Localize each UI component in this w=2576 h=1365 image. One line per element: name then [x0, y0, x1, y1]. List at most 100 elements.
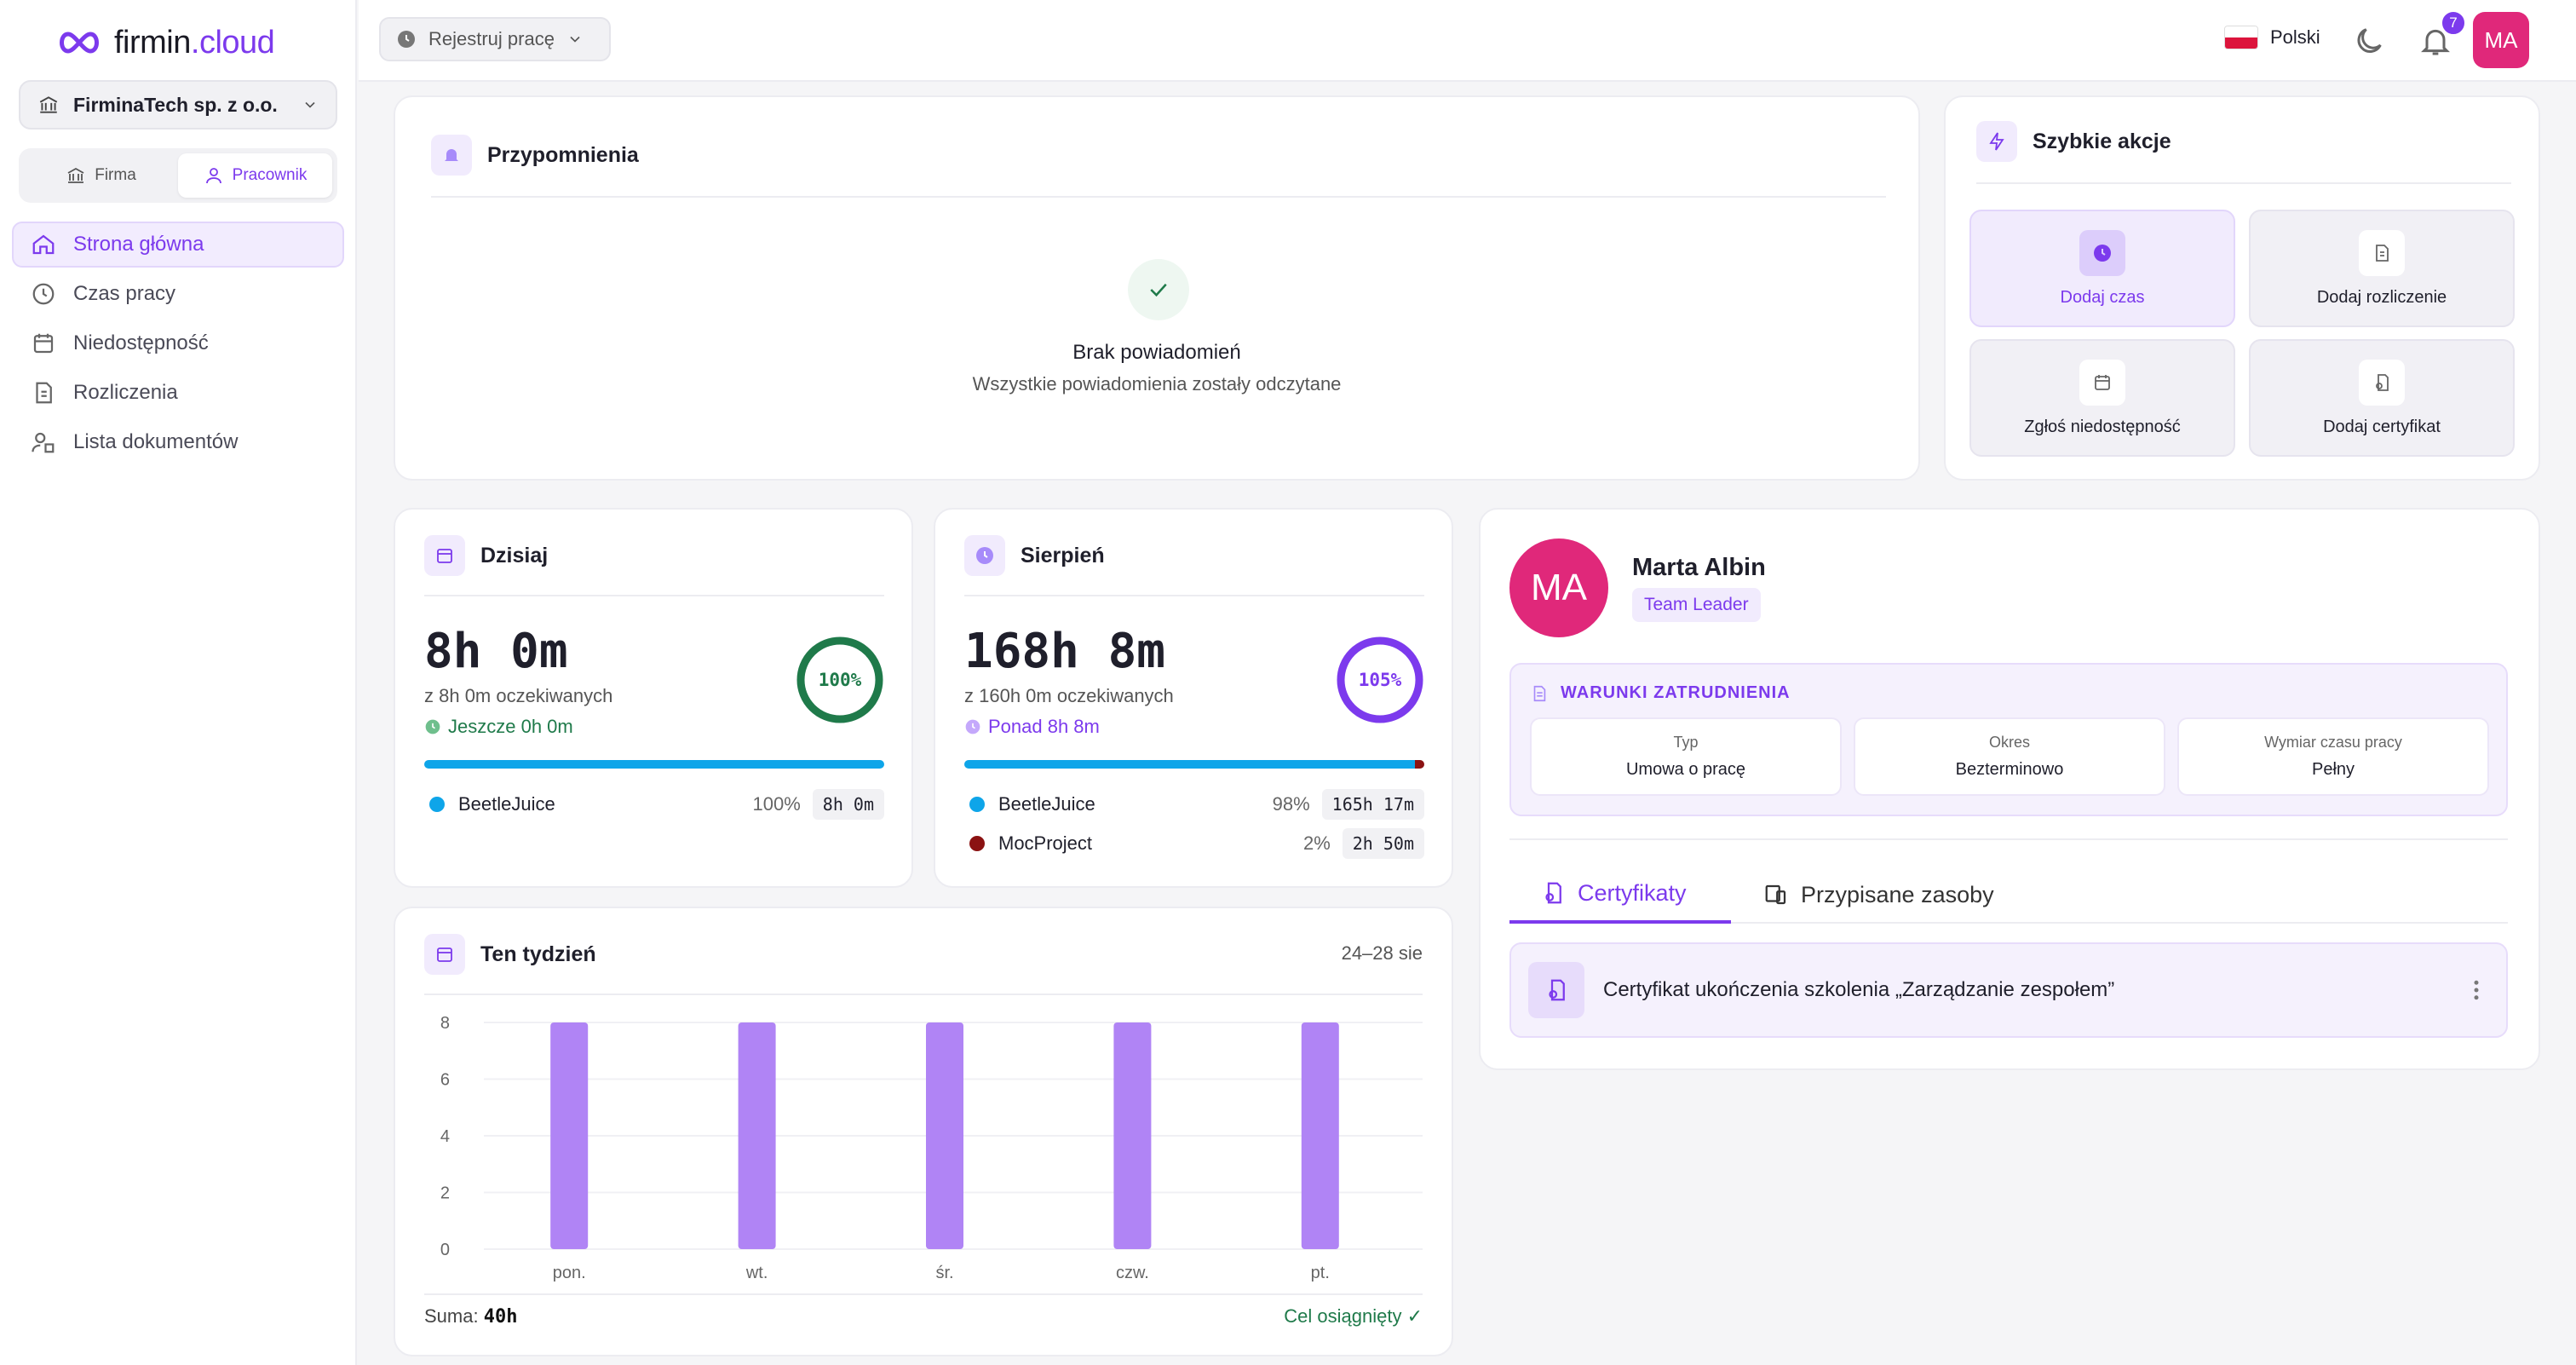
employment-label: Wymiar czasu pracy [2264, 734, 2402, 751]
progress-segment [424, 760, 884, 769]
company-name: FirminaTech sp. z o.o. [73, 93, 278, 116]
bar[interactable] [926, 1022, 963, 1249]
quick-action-label: Dodaj czas [2060, 287, 2145, 307]
nav-item-documents[interactable]: Lista dokumentów [12, 419, 344, 465]
y-tick-label: 2 [440, 1184, 450, 1203]
invoice-icon [36, 382, 52, 404]
nav-label: Czas pracy [73, 282, 176, 305]
nav-item-work-time[interactable]: Czas pracy [12, 271, 344, 317]
employment-terms: WARUNKI ZATRUDNIENIA Typ Umowa o pracę O… [1509, 663, 2508, 816]
nav-item-settlements[interactable]: Rozliczenia [12, 370, 344, 416]
week-title: Ten tydzień [480, 942, 596, 966]
reminders-title: Przypomnienia [487, 142, 639, 167]
tab-label: Certyfikaty [1578, 879, 1687, 906]
clock-icon [976, 547, 993, 564]
role-label: Pracownik [232, 166, 308, 184]
today-progress-ring [796, 636, 883, 723]
month-expected: z 160h 0m oczekiwanych [964, 685, 1174, 706]
month-delta: Ponad 8h 8m [988, 716, 1100, 737]
employment-type: Typ Umowa o pracę [1530, 717, 1842, 796]
nav-item-unavailability[interactable]: Niedostępność [12, 320, 344, 366]
goal-status: Cel osiągnięty ✓ [1284, 1305, 1423, 1327]
sum-label: Suma: [424, 1305, 479, 1327]
project-time: 8h 0m [812, 789, 884, 820]
clock-icon [965, 719, 980, 734]
logo-infinity-icon [60, 32, 99, 54]
calendar-icon [33, 333, 54, 354]
user-avatar[interactable]: MA [2473, 12, 2529, 68]
nav-item-home[interactable]: Strona główna [12, 222, 344, 268]
more-options-icon[interactable] [2464, 977, 2489, 1003]
clock-icon [2094, 244, 2111, 262]
employment-value: Umowa o pracę [1625, 760, 1746, 779]
employment-period: Okres Bezterminowo [1854, 717, 2165, 796]
bar[interactable] [1301, 1022, 1339, 1249]
tab-assigned-resources[interactable]: Przypisane zasoby [1733, 866, 1994, 924]
certificate-icon [1549, 979, 1565, 1001]
report-unavailability-button[interactable]: Zgłoś niedostępność [1969, 339, 2235, 457]
language-select[interactable]: Polski [2224, 26, 2320, 49]
week-range: 24–28 sie [1341, 942, 1423, 964]
bar[interactable] [1113, 1022, 1152, 1249]
add-certificate-button[interactable]: Dodaj certyfikat [2249, 339, 2515, 457]
main-nav: Strona główna Czas pracy Niedostępność R… [12, 222, 344, 469]
language-label: Polski [2270, 26, 2320, 48]
poland-flag-icon [2224, 26, 2258, 49]
calendar-icon [2095, 374, 2110, 390]
divider [1509, 838, 2508, 840]
employment-title: WARUNKI ZATRUDNIENIA [1561, 683, 1791, 702]
project-row: MocProject 2% 2h 50m [969, 828, 1424, 859]
certificate-row[interactable]: Certyfikat ukończenia szkolenia „Zarządz… [1509, 942, 2508, 1038]
logo[interactable]: firmin.cloud [56, 22, 275, 63]
register-work-button[interactable]: Rejestruj pracę [379, 17, 611, 61]
profile-avatar: MA [1509, 539, 1608, 637]
role-pracownik-button[interactable]: Pracownik [178, 153, 332, 198]
bell-icon[interactable] [2418, 24, 2452, 58]
quick-action-label: Dodaj rozliczenie [2316, 287, 2447, 307]
today-title: Dzisiaj [480, 543, 549, 567]
today-total: 8h 0m [424, 624, 568, 679]
role-label: Firma [95, 166, 136, 184]
month-card: Sierpień 168h 8m z 160h 0m oczekiwanych … [934, 508, 1453, 888]
month-percent: 105% [1358, 670, 1402, 690]
add-settlement-button[interactable]: Dodaj rozliczenie [2249, 210, 2515, 327]
project-name: BeetleJuice [998, 793, 1095, 815]
register-work-label: Rejestruj pracę [428, 28, 555, 49]
employment-label: Okres [1988, 734, 2030, 751]
month-title: Sierpień [1021, 543, 1105, 567]
reminders-card: Przypomnienia Brak powiadomień Wszystkie… [394, 95, 1920, 481]
clock-icon [398, 31, 415, 48]
add-time-button[interactable]: Dodaj czas [1969, 210, 2235, 327]
project-time: 165h 17m [1321, 789, 1424, 820]
employment-value: Pełny [2311, 760, 2355, 779]
moon-icon[interactable] [2352, 24, 2386, 58]
y-tick-label: 6 [440, 1071, 450, 1090]
certificate-icon [2376, 373, 2389, 391]
bar[interactable] [738, 1022, 776, 1249]
week-card: Ten tydzień 24–28 sie 0 2 4 6 8 pon. wt. śr. czw… [394, 907, 1453, 1356]
devices-icon [1765, 884, 1786, 905]
today-card: Dzisiaj 8h 0m z 8h 0m oczekiwanych Jeszc… [394, 508, 913, 888]
today-progress-bar [424, 760, 884, 769]
y-tick-label: 0 [440, 1241, 450, 1259]
quick-action-label: Dodaj certyfikat [2323, 417, 2441, 436]
divider [964, 595, 1424, 596]
invoice-icon [2376, 244, 2389, 262]
tab-certificates[interactable]: Certyfikaty [1509, 866, 1731, 924]
profile-name: Marta Albin [1632, 554, 1766, 581]
role-firma-button[interactable]: Firma [24, 153, 178, 198]
bell-icon [445, 149, 458, 161]
x-tick-label: pt. [1311, 1264, 1330, 1282]
tab-label: Przypisane zasoby [1801, 881, 1994, 907]
company-select[interactable]: FirminaTech sp. z o.o. [19, 80, 337, 130]
y-tick-label: 4 [440, 1127, 450, 1146]
empty-title: Brak powiadomień [1072, 341, 1241, 364]
divider [424, 994, 1423, 995]
bar[interactable] [550, 1022, 589, 1249]
today-delta: Jeszcze 0h 0m [448, 716, 573, 737]
project-percent: 98% [1272, 793, 1310, 815]
quick-actions-card: Szybkie akcje Dodaj czas Dodaj rozliczen… [1944, 95, 2540, 481]
calendar-icon [437, 947, 452, 962]
nav-label: Lista dokumentów [73, 430, 239, 453]
month-progress-bar [964, 760, 1424, 769]
